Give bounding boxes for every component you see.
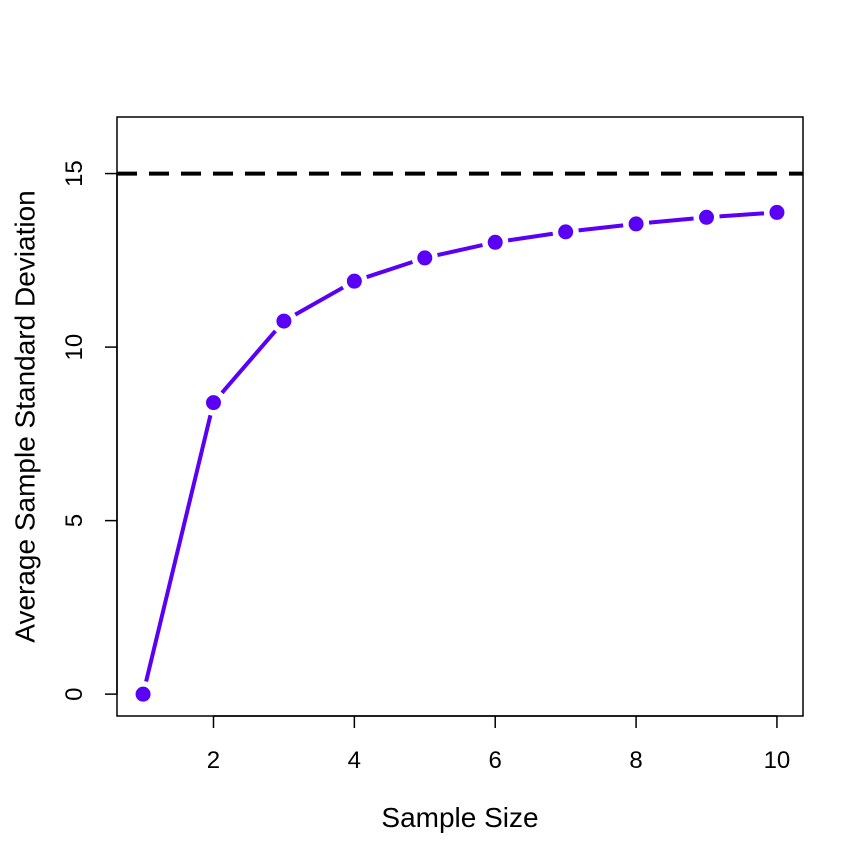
data-point — [628, 216, 644, 232]
x-axis: 2 4 6 8 10 — [207, 715, 791, 774]
x-tick-label: 10 — [764, 747, 791, 774]
series-line-segment — [366, 260, 414, 279]
data-point — [417, 250, 433, 266]
series-line-segment — [144, 414, 213, 682]
x-tick-label: 4 — [348, 747, 361, 774]
series-line-segment — [648, 216, 694, 225]
series-line-segment — [220, 329, 277, 395]
data-point — [346, 273, 362, 289]
series-line-segment — [507, 231, 554, 243]
data-point — [205, 395, 221, 411]
data-point — [558, 224, 574, 240]
series-line-segment — [719, 211, 765, 219]
series-line-segment — [437, 243, 483, 258]
x-tick-label: 8 — [629, 747, 642, 774]
series-line-segment — [578, 223, 624, 233]
x-tick-label: 2 — [207, 747, 220, 774]
x-axis-title: Sample Size — [381, 802, 538, 833]
y-tick-label: 5 — [61, 514, 88, 527]
series-line-segment — [294, 285, 345, 317]
x-tick-label: 6 — [489, 747, 502, 774]
data-point — [276, 313, 292, 329]
data-point — [699, 209, 715, 225]
series-layer — [135, 204, 785, 702]
y-tick-label: 15 — [61, 160, 88, 187]
y-tick-label: 10 — [61, 334, 88, 361]
data-point — [135, 686, 151, 702]
y-axis: 0 5 10 15 — [61, 160, 118, 701]
data-point — [487, 234, 503, 250]
data-point — [769, 204, 785, 220]
y-axis-title: Average Sample Standard Deviation — [10, 190, 41, 642]
y-tick-label: 0 — [61, 687, 88, 700]
